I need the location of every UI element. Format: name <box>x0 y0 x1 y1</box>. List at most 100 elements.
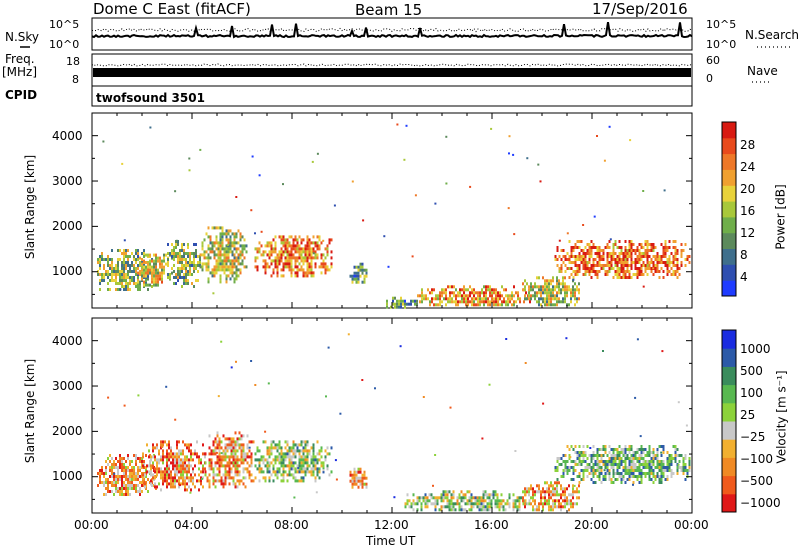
heatmap-cell <box>476 502 479 506</box>
heatmap-cell <box>446 496 449 500</box>
cpid-label: CPID <box>5 88 38 102</box>
heatmap-cell <box>304 461 307 465</box>
heatmap-cell <box>101 255 103 258</box>
heatmap-cell <box>688 469 691 472</box>
heatmap-cell <box>634 264 637 267</box>
heatmap-cell <box>197 255 199 258</box>
heatmap-cell <box>226 464 229 468</box>
heatmap-cell <box>158 461 160 465</box>
heatmap-cell <box>242 446 245 450</box>
heatmap-cell <box>592 457 595 460</box>
heatmap-cell <box>229 244 232 248</box>
heatmap-cell <box>107 276 109 279</box>
heatmap-cell <box>552 502 554 506</box>
heatmap-cell <box>423 297 425 301</box>
heatmap-cell <box>444 493 447 497</box>
heatmap-cell <box>166 479 168 483</box>
heatmap-cell <box>512 499 515 503</box>
heatmap-cell <box>584 454 587 457</box>
heatmap-cell <box>196 440 198 444</box>
heatmap-cell <box>542 490 544 494</box>
heatmap-cell <box>640 255 643 258</box>
heatmap-cell <box>578 460 581 463</box>
heatmap-cell <box>330 250 333 254</box>
heatmap-cell <box>250 440 253 444</box>
heatmap-cell <box>426 502 429 506</box>
heatmap-cell <box>640 246 643 249</box>
heatmap-cell <box>153 259 155 263</box>
heatmap-cell <box>628 478 631 481</box>
heatmap-cell <box>310 271 313 275</box>
heatmap-cell <box>174 479 176 483</box>
heatmap-cell <box>644 454 647 457</box>
heatmap-cell <box>286 256 289 260</box>
heatmap-cell <box>320 449 323 453</box>
heatmap-cell <box>642 463 645 466</box>
heatmap-cell <box>628 273 631 276</box>
heatmap-cell <box>674 273 677 276</box>
heatmap-cell <box>198 467 200 471</box>
heatmap-cell <box>582 252 585 255</box>
heatmap-cell <box>176 446 178 450</box>
heatmap-cell <box>270 244 273 248</box>
heatmap-cell <box>162 479 164 483</box>
heatmap-cell <box>550 300 552 304</box>
heatmap-cell <box>306 262 309 266</box>
heatmap-cell <box>231 253 234 257</box>
heatmap-cell <box>127 454 129 457</box>
heatmap-cell <box>638 469 641 472</box>
heatmap-cell <box>135 282 137 285</box>
heatmap-cell <box>616 478 619 481</box>
heatmap-cell <box>488 383 491 386</box>
heatmap-cell <box>656 270 659 273</box>
heatmap-cell <box>608 267 611 270</box>
heatmap-cell <box>223 268 226 272</box>
heatmap-cell <box>224 449 227 453</box>
vel-cb-tick-6: −100 <box>740 452 773 466</box>
heatmap-cell <box>169 253 171 257</box>
heatmap-cell <box>243 238 246 242</box>
heatmap-cell <box>268 455 271 459</box>
heatmap-cell <box>189 264 191 267</box>
heatmap-cell <box>494 490 497 494</box>
heatmap-cell <box>264 440 267 444</box>
heatmap-cell <box>306 268 309 272</box>
heatmap-cell <box>302 247 305 251</box>
heatmap-cell <box>162 458 164 462</box>
freq-unit: [MHz] <box>2 65 38 79</box>
heatmap-cell <box>119 487 121 490</box>
heatmap-cell <box>190 479 192 483</box>
power-cb-tick-16: 16 <box>740 204 756 218</box>
heatmap-cell <box>254 464 257 468</box>
heatmap-cell <box>602 264 605 267</box>
heatmap-cell <box>586 264 589 267</box>
heatmap-cell <box>147 265 149 269</box>
heatmap-cell <box>211 271 214 275</box>
heatmap-cell <box>246 470 249 474</box>
heatmap-cell <box>594 463 597 466</box>
heatmap-cell <box>240 449 243 453</box>
heatmap-cell <box>604 445 607 448</box>
heatmap-cell <box>444 505 447 509</box>
heatmap-cell <box>153 262 155 266</box>
heatmap-cell <box>169 252 171 255</box>
heatmap-cell <box>678 273 681 276</box>
heatmap-cell <box>544 481 546 485</box>
heatmap-cell <box>512 502 515 506</box>
heatmap-cell <box>193 264 195 267</box>
heatmap-cell <box>236 443 239 447</box>
heatmap-cell <box>222 455 225 459</box>
heatmap-cell <box>125 261 127 264</box>
heatmap-cell <box>190 443 192 447</box>
heatmap-cell <box>672 457 675 460</box>
heatmap-cell <box>224 464 227 468</box>
heatmap-cell <box>224 446 227 450</box>
heatmap-cell <box>217 256 220 260</box>
heatmap-cell <box>608 255 611 258</box>
heatmap-cell <box>508 496 511 500</box>
heatmap-cell <box>139 475 141 478</box>
heatmap-cell <box>160 443 162 447</box>
heatmap-cell <box>474 496 477 500</box>
heatmap-cell <box>446 499 449 503</box>
heatmap-cell <box>538 300 540 304</box>
